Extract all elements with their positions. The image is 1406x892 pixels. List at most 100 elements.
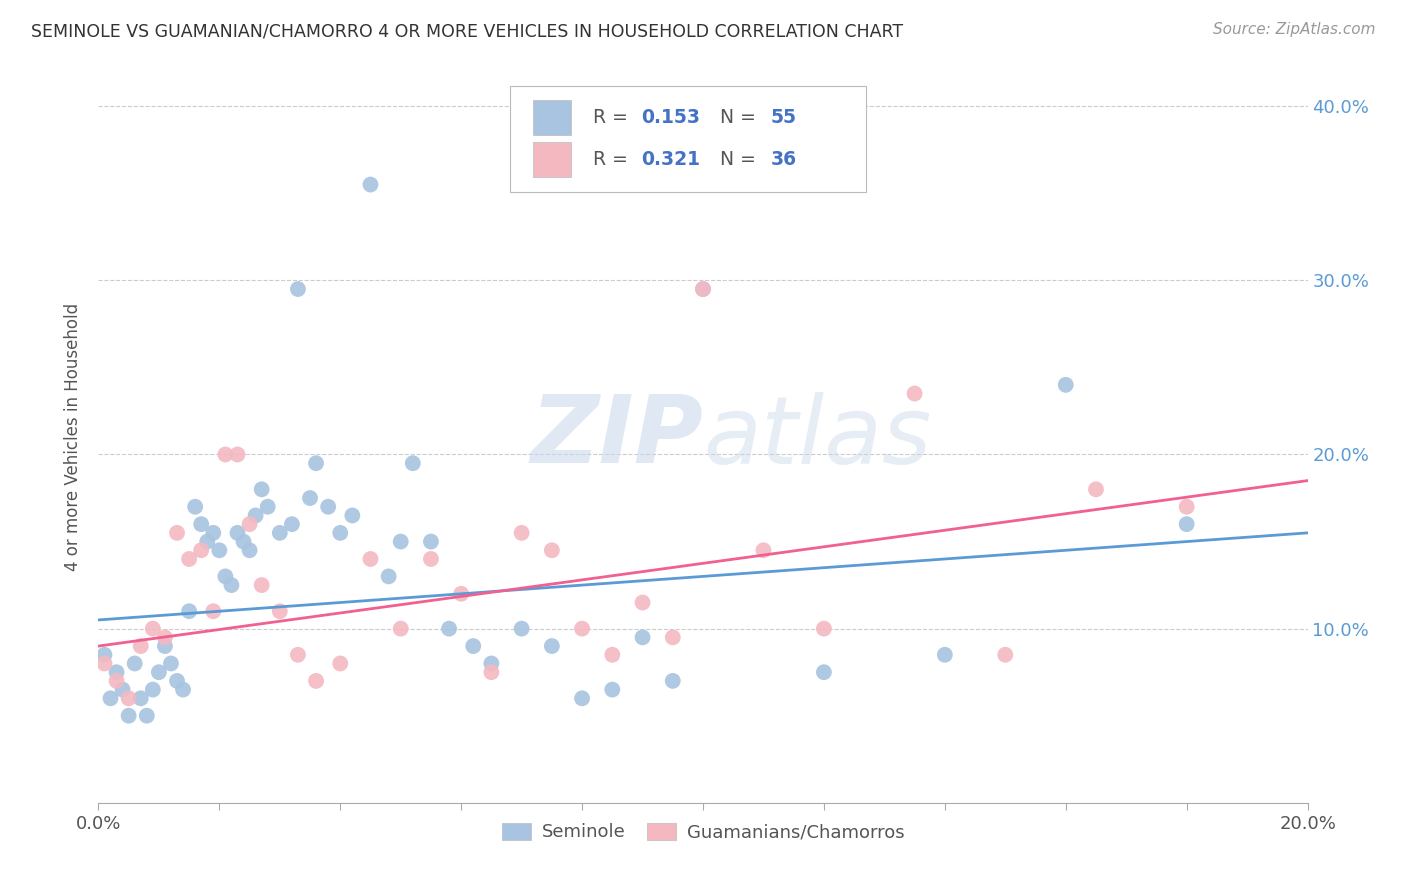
Point: [214, 448, 236, 462]
Point: [420, 552, 443, 566]
Point: [420, 534, 443, 549]
Point: [510, 622, 533, 636]
Point: [118, 691, 141, 706]
Point: [450, 587, 472, 601]
Point: [166, 525, 188, 540]
Point: [250, 483, 273, 497]
Point: [135, 708, 157, 723]
Point: [208, 543, 231, 558]
Point: [1085, 483, 1108, 497]
Point: [1175, 500, 1198, 514]
Text: 0.321: 0.321: [641, 150, 700, 169]
Point: [100, 691, 122, 706]
Point: [184, 500, 207, 514]
Point: [221, 578, 243, 592]
Point: [269, 604, 291, 618]
Point: [287, 648, 309, 662]
Point: [631, 631, 654, 645]
Text: N =: N =: [720, 108, 762, 127]
Text: R =: R =: [593, 108, 634, 127]
Point: [692, 282, 714, 296]
Point: [661, 631, 683, 645]
Point: [202, 604, 225, 618]
Point: [631, 595, 654, 609]
Point: [934, 648, 956, 662]
Point: [179, 604, 201, 618]
Point: [166, 673, 188, 688]
Point: [481, 657, 503, 671]
Point: [256, 500, 278, 514]
Point: [813, 622, 835, 636]
Point: [360, 552, 382, 566]
Point: [813, 665, 835, 680]
Point: [316, 500, 339, 514]
Point: [179, 552, 201, 566]
Point: [571, 691, 593, 706]
FancyBboxPatch shape: [533, 100, 571, 135]
Text: ZIP: ZIP: [530, 391, 703, 483]
Point: [105, 665, 128, 680]
Point: [602, 648, 624, 662]
Text: N =: N =: [720, 150, 762, 169]
Text: 0.153: 0.153: [641, 108, 700, 127]
Point: [287, 282, 309, 296]
Point: [329, 657, 352, 671]
Point: [153, 639, 176, 653]
Point: [904, 386, 927, 401]
Point: [226, 448, 249, 462]
Point: [481, 665, 503, 680]
Point: [129, 691, 152, 706]
Point: [124, 657, 146, 671]
Point: [195, 534, 218, 549]
Text: 36: 36: [770, 150, 797, 169]
Point: [540, 543, 562, 558]
Point: [329, 525, 352, 540]
Point: [160, 657, 183, 671]
Point: [305, 456, 328, 470]
Point: [437, 622, 460, 636]
Point: [226, 525, 249, 540]
Text: SEMINOLE VS GUAMANIAN/CHAMORRO 4 OR MORE VEHICLES IN HOUSEHOLD CORRELATION CHART: SEMINOLE VS GUAMANIAN/CHAMORRO 4 OR MORE…: [31, 22, 903, 40]
Point: [172, 682, 194, 697]
Point: [105, 673, 128, 688]
Point: [377, 569, 399, 583]
Point: [269, 525, 291, 540]
Text: atlas: atlas: [703, 392, 931, 483]
Point: [129, 639, 152, 653]
Point: [239, 543, 262, 558]
Point: [214, 569, 236, 583]
Point: [245, 508, 267, 523]
Point: [299, 491, 322, 505]
Point: [571, 622, 593, 636]
Point: [994, 648, 1017, 662]
Point: [111, 682, 134, 697]
Point: [190, 517, 212, 532]
Point: [281, 517, 304, 532]
Point: [153, 631, 176, 645]
Point: [402, 456, 425, 470]
Point: [342, 508, 364, 523]
Point: [148, 665, 170, 680]
Point: [360, 178, 382, 192]
Point: [692, 282, 714, 296]
Legend: Seminole, Guamanians/Chamorros: Seminole, Guamanians/Chamorros: [495, 815, 911, 848]
Point: [463, 639, 485, 653]
Point: [232, 534, 254, 549]
Point: [142, 622, 165, 636]
Text: Source: ZipAtlas.com: Source: ZipAtlas.com: [1212, 22, 1375, 37]
Point: [602, 682, 624, 697]
Point: [202, 525, 225, 540]
Point: [93, 648, 115, 662]
Point: [305, 673, 328, 688]
Point: [752, 543, 775, 558]
FancyBboxPatch shape: [509, 86, 866, 192]
Point: [118, 708, 141, 723]
Point: [190, 543, 212, 558]
Point: [389, 534, 412, 549]
Text: 55: 55: [770, 108, 797, 127]
Point: [661, 673, 683, 688]
Y-axis label: 4 or more Vehicles in Household: 4 or more Vehicles in Household: [65, 303, 83, 571]
Text: R =: R =: [593, 150, 634, 169]
Point: [510, 525, 533, 540]
Point: [540, 639, 562, 653]
